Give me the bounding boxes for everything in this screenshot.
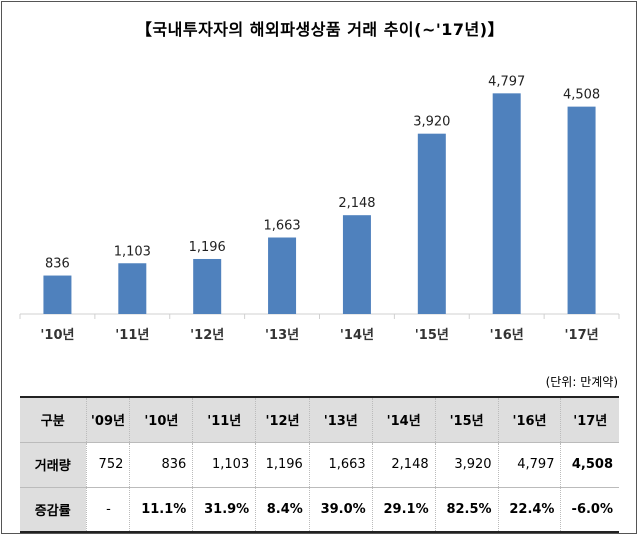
table-cell: 3,920: [434, 441, 499, 488]
chart-title: 【국내투자자의 해외파생상품 거래 추이(~'17년)】: [135, 20, 505, 39]
table-cell: 29.1%: [371, 486, 436, 533]
table-header-cell: '10년: [129, 396, 193, 443]
table-cell: 1,663: [308, 441, 373, 488]
table-cell: 752: [85, 441, 130, 488]
data-table: 구분 '09년 '10년 '11년 '12년 '13년 '14년 '15년 '16년 '17년 거래…: [20, 396, 619, 533]
table-cell: 836: [129, 441, 193, 488]
table-header-cell: '09년: [85, 396, 130, 443]
x-tick-label: '14년: [340, 328, 374, 343]
table-header-cell: '11년: [192, 396, 256, 443]
table-cell: 82.5%: [434, 486, 499, 533]
bar: [193, 258, 222, 314]
bar: [43, 275, 72, 314]
x-tick-label: '12년: [190, 328, 224, 343]
table-cell: 8.4%: [255, 486, 310, 533]
bar: [118, 263, 147, 314]
bar-chart: 836 '10년 1,103 '11년 1,196 '12년 1,663 '13년 2,148 '…: [19, 74, 620, 343]
table-cell: 39.0%: [308, 486, 373, 533]
bar: [268, 237, 297, 314]
table-cell: 1,103: [192, 441, 256, 488]
x-tick-label: '15년: [415, 328, 449, 343]
x-tick-label: '17년: [565, 328, 599, 343]
table-header-cell: '14년: [371, 396, 436, 443]
table-cell: 31.9%: [192, 486, 256, 533]
table-cell: 1,196: [255, 441, 310, 488]
table-header-cell: '17년: [560, 396, 619, 443]
x-tick-label: '11년: [115, 328, 149, 343]
bar: [492, 93, 521, 314]
x-tick-label: '16년: [490, 328, 524, 343]
table-row: 거래량 752 836 1,103 1,196 1,663 2,148 3,920 4,797 4…: [20, 441, 619, 488]
data-label: 1,196: [189, 240, 226, 255]
table-cell: -: [85, 486, 130, 533]
data-label: 2,148: [338, 196, 375, 211]
data-label: 3,920: [413, 115, 450, 130]
bar: [567, 106, 596, 314]
table-header-cell: '15년: [434, 396, 499, 443]
table-header-row: 구분 '09년 '10년 '11년 '12년 '13년 '14년 '15년 '16년 '17년: [20, 396, 619, 443]
table-cell: 22.4%: [497, 486, 561, 533]
data-label: 1,103: [114, 244, 151, 259]
row-label: 증감률: [20, 486, 86, 533]
unit-label: (단위: 만계약): [545, 375, 618, 389]
data-label: 4,797: [488, 74, 525, 89]
table-cell: 11.1%: [129, 486, 193, 533]
table-cell: 4,797: [497, 441, 561, 488]
table-row: 증감률 -11.1% 31.9% 8.4% 39.0% 29.1% 82.5% 22.4% -6…: [20, 486, 619, 533]
table-cell: -6.0%: [560, 486, 619, 533]
data-label: 1,663: [263, 219, 300, 234]
table-cell: 4,508: [560, 441, 619, 488]
table-header-cell: 구분: [20, 396, 86, 443]
data-label: 836: [45, 257, 70, 272]
table-header-cell: '12년: [255, 396, 310, 443]
row-label: 거래량: [20, 441, 86, 488]
x-tick-label: '13년: [265, 328, 299, 343]
x-tick-label: '10년: [40, 328, 74, 343]
table-header-cell: '16년: [497, 396, 561, 443]
table-cell: 2,148: [371, 441, 436, 488]
table-header-cell: '13년: [308, 396, 373, 443]
data-label: 4,508: [563, 88, 600, 103]
bar: [417, 133, 446, 314]
bar: [342, 215, 371, 314]
